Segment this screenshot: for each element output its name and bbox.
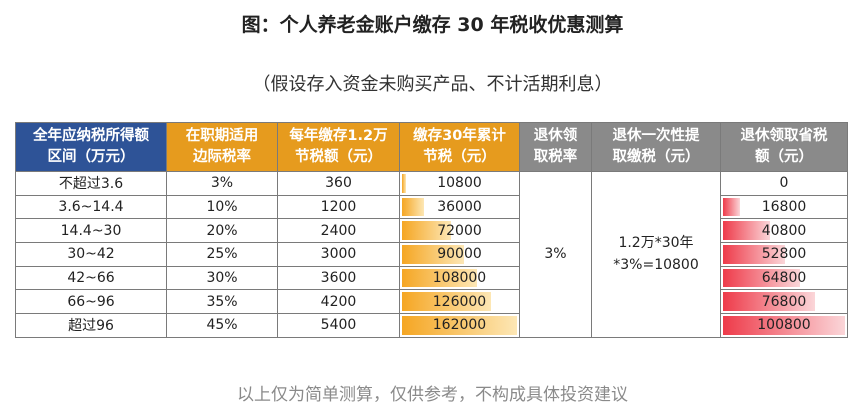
cumulative-saving-cell: 108000	[399, 265, 520, 291]
cumulative-saving-value: 36000	[437, 199, 482, 216]
table-row: 不超过3.6 3% 360 10800 3% 1.2万*30年 *3%=10800 0	[15, 171, 848, 338]
tax-table: 全年应纳税所得额 区间（万元） 在职期适用 边际税率 每年缴存1.2万 节税额（元） …	[15, 122, 848, 338]
annual-saving-cell: 3600	[277, 265, 400, 291]
retire-saving-cell: 16800	[720, 194, 848, 220]
header-row: 全年应纳税所得额 区间（万元） 在职期适用 边际税率 每年缴存1.2万 节税额（元） …	[15, 122, 848, 172]
cumulative-saving-value: 90000	[437, 246, 482, 263]
income-range-cell: 超过96	[15, 313, 167, 338]
header-annual-saving: 每年缴存1.2万 节税额（元）	[277, 122, 400, 172]
cumulative-saving-value: 10800	[437, 175, 482, 192]
lump-sum-line1: 1.2万*30年	[618, 235, 694, 252]
marginal-rate-cell: 25%	[166, 242, 278, 267]
table-row: 30~42 25% 3000 90000 52800	[15, 242, 848, 267]
annual-saving-cell: 1200	[277, 194, 400, 220]
retire-saving-bar	[723, 268, 801, 288]
income-range-cell: 3.6~14.4	[15, 194, 167, 220]
table-row: 66~96 35% 4200 126000 76800	[15, 289, 848, 315]
header-marginal-rate: 在职期适用 边际税率	[166, 122, 278, 172]
cumulative-saving-bar	[402, 221, 451, 241]
retire-saving-value: 40800	[761, 222, 807, 239]
table-row: 超过96 45% 5400 162000 100800	[15, 313, 848, 338]
cumulative-saving-cell: 162000	[399, 313, 520, 338]
retire-saving-cell: 52800	[720, 242, 848, 267]
retire-saving-cell: 76800	[720, 289, 848, 315]
annual-saving-cell: 4200	[277, 289, 400, 315]
cumulative-saving-value: 108000	[432, 270, 487, 287]
annual-saving-cell: 3000	[277, 242, 400, 267]
header-retire-saving: 退休领取省税 额（元）	[720, 122, 848, 172]
cumulative-saving-bar	[402, 292, 491, 312]
retire-saving-bar	[723, 316, 845, 335]
retire-saving-value: 64800	[761, 270, 807, 287]
cumulative-saving-cell: 72000	[399, 218, 520, 244]
page-subtitle: （假设存入资金未购买产品、不计活期利息）	[252, 74, 613, 95]
marginal-rate-cell: 45%	[166, 313, 278, 338]
table-row: 14.4~30 20% 2400 72000 40800	[15, 218, 848, 244]
retire-saving-bar	[723, 292, 815, 312]
cumulative-saving-cell: 90000	[399, 242, 520, 267]
retire-saving-cell: 0	[720, 171, 848, 196]
lump-sum-line2: *3%=10800	[613, 257, 699, 274]
page-title: 图：个人养老金账户缴存 30 年税收优惠测算	[241, 14, 624, 36]
marginal-rate-cell: 10%	[166, 194, 278, 220]
cumulative-saving-cell: 126000	[399, 289, 520, 315]
table-row: 42~66 30% 3600 108000 64800	[15, 265, 848, 291]
income-range-cell: 66~96	[15, 289, 167, 315]
retire-saving-value: 76800	[761, 293, 807, 310]
retire-saving-bar	[723, 245, 786, 264]
marginal-rate-cell: 30%	[166, 265, 278, 291]
cumulative-saving-bar	[402, 174, 406, 193]
income-range-cell: 14.4~30	[15, 218, 167, 244]
retire-rate-merged: 3%	[519, 171, 592, 338]
lump-sum-tax-merged: 1.2万*30年 *3%=10800	[591, 171, 721, 338]
cumulative-saving-cell: 10800	[399, 171, 520, 196]
table-row: 3.6~14.4 10% 1200 36000 16800	[15, 194, 848, 220]
retire-saving-cell: 64800	[720, 265, 848, 291]
cumulative-saving-bar	[402, 268, 478, 288]
marginal-rate-cell: 3%	[166, 171, 278, 196]
cumulative-saving-value: 72000	[437, 222, 482, 239]
income-range-cell: 不超过3.6	[15, 171, 167, 196]
retire-saving-value: 100800	[757, 317, 811, 334]
header-lump-sum-tax: 退休一次性提 取缴税（元）	[591, 122, 721, 172]
annual-saving-cell: 5400	[277, 313, 400, 338]
income-range-cell: 30~42	[15, 242, 167, 267]
marginal-rate-cell: 20%	[166, 218, 278, 244]
marginal-rate-cell: 35%	[166, 289, 278, 315]
cumulative-saving-bar	[402, 316, 517, 335]
cumulative-saving-cell: 36000	[399, 194, 520, 220]
cumulative-saving-bar	[402, 197, 425, 217]
income-range-cell: 42~66	[15, 265, 167, 291]
cumulative-saving-bar	[402, 245, 465, 264]
annual-saving-cell: 2400	[277, 218, 400, 244]
retire-saving-value: 16800	[761, 199, 807, 216]
retire-saving-bar	[723, 197, 741, 217]
retire-saving-cell: 100800	[720, 313, 848, 338]
header-retire-rate: 退休领 取税率	[519, 122, 592, 172]
retire-saving-bar	[723, 221, 771, 241]
retire-saving-cell: 40800	[720, 218, 848, 244]
cumulative-saving-value: 162000	[432, 317, 487, 334]
header-income-range: 全年应纳税所得额 区间（万元）	[15, 122, 167, 172]
header-cumulative-saving: 缴存30年累计 节税（元）	[399, 122, 520, 172]
retire-saving-value: 0	[779, 175, 789, 192]
disclaimer: 以上仅为简单测算，仅供参考，不构成具体投资建议	[237, 385, 628, 405]
annual-saving-cell: 360	[277, 171, 400, 196]
retire-saving-value: 52800	[761, 246, 807, 263]
cumulative-saving-value: 126000	[432, 293, 487, 310]
